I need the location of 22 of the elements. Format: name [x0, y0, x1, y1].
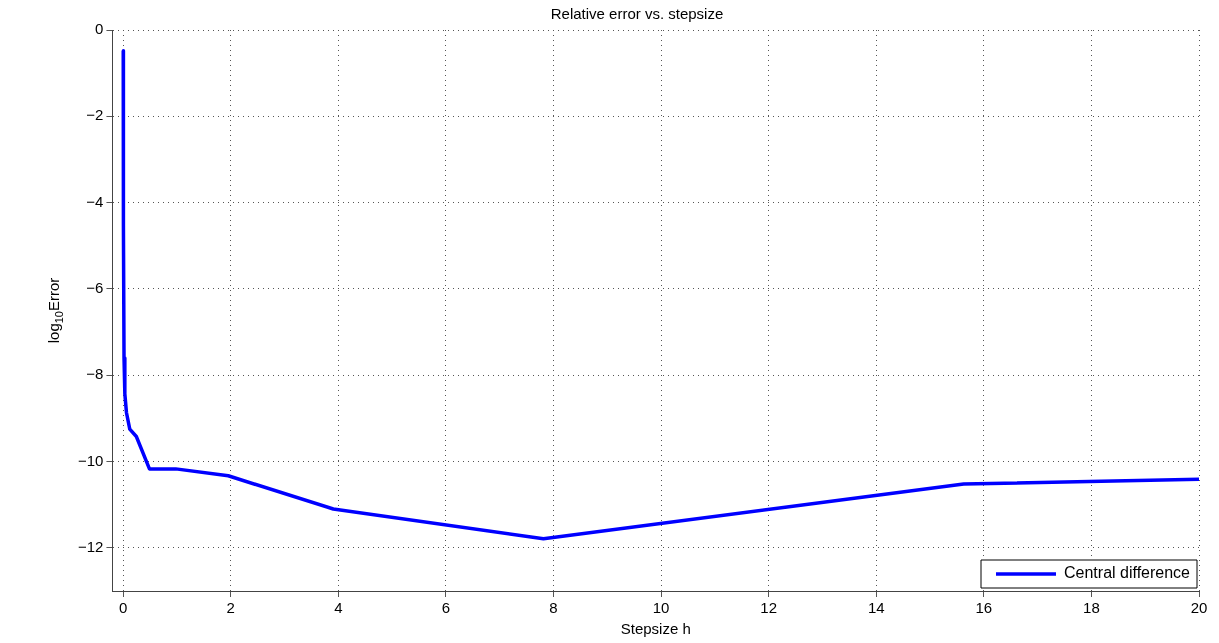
- y-tick-label: 0: [95, 20, 104, 38]
- x-tick-label: 14: [867, 599, 885, 617]
- x-tick-label: 20: [1190, 599, 1208, 617]
- y-tick-label: −10: [77, 451, 104, 469]
- x-tick-label: 6: [441, 599, 451, 617]
- y-tick-label: −8: [86, 365, 104, 383]
- x-tick-label: 12: [760, 599, 778, 617]
- x-tick-label: 0: [119, 599, 128, 617]
- y-tick-label: −4: [86, 192, 104, 210]
- x-tick-label: 8: [549, 599, 558, 617]
- x-tick-label: 10: [652, 599, 670, 617]
- x-tick-label: 4: [334, 599, 343, 617]
- y-tick-label: −2: [86, 106, 104, 124]
- x-tick-label: 16: [975, 599, 993, 617]
- legend-label: Central difference: [1064, 564, 1191, 582]
- x-axis-title: Stepsize h: [620, 620, 691, 638]
- x-tick-label: 2: [226, 599, 235, 617]
- x-tick-label: 18: [1083, 599, 1100, 617]
- chart-title: Relative error vs. stepsize: [550, 5, 724, 23]
- y-tick-label: −6: [86, 279, 104, 297]
- y-axis-title: log10Error: [44, 277, 66, 344]
- y-tick-label: −12: [77, 537, 104, 555]
